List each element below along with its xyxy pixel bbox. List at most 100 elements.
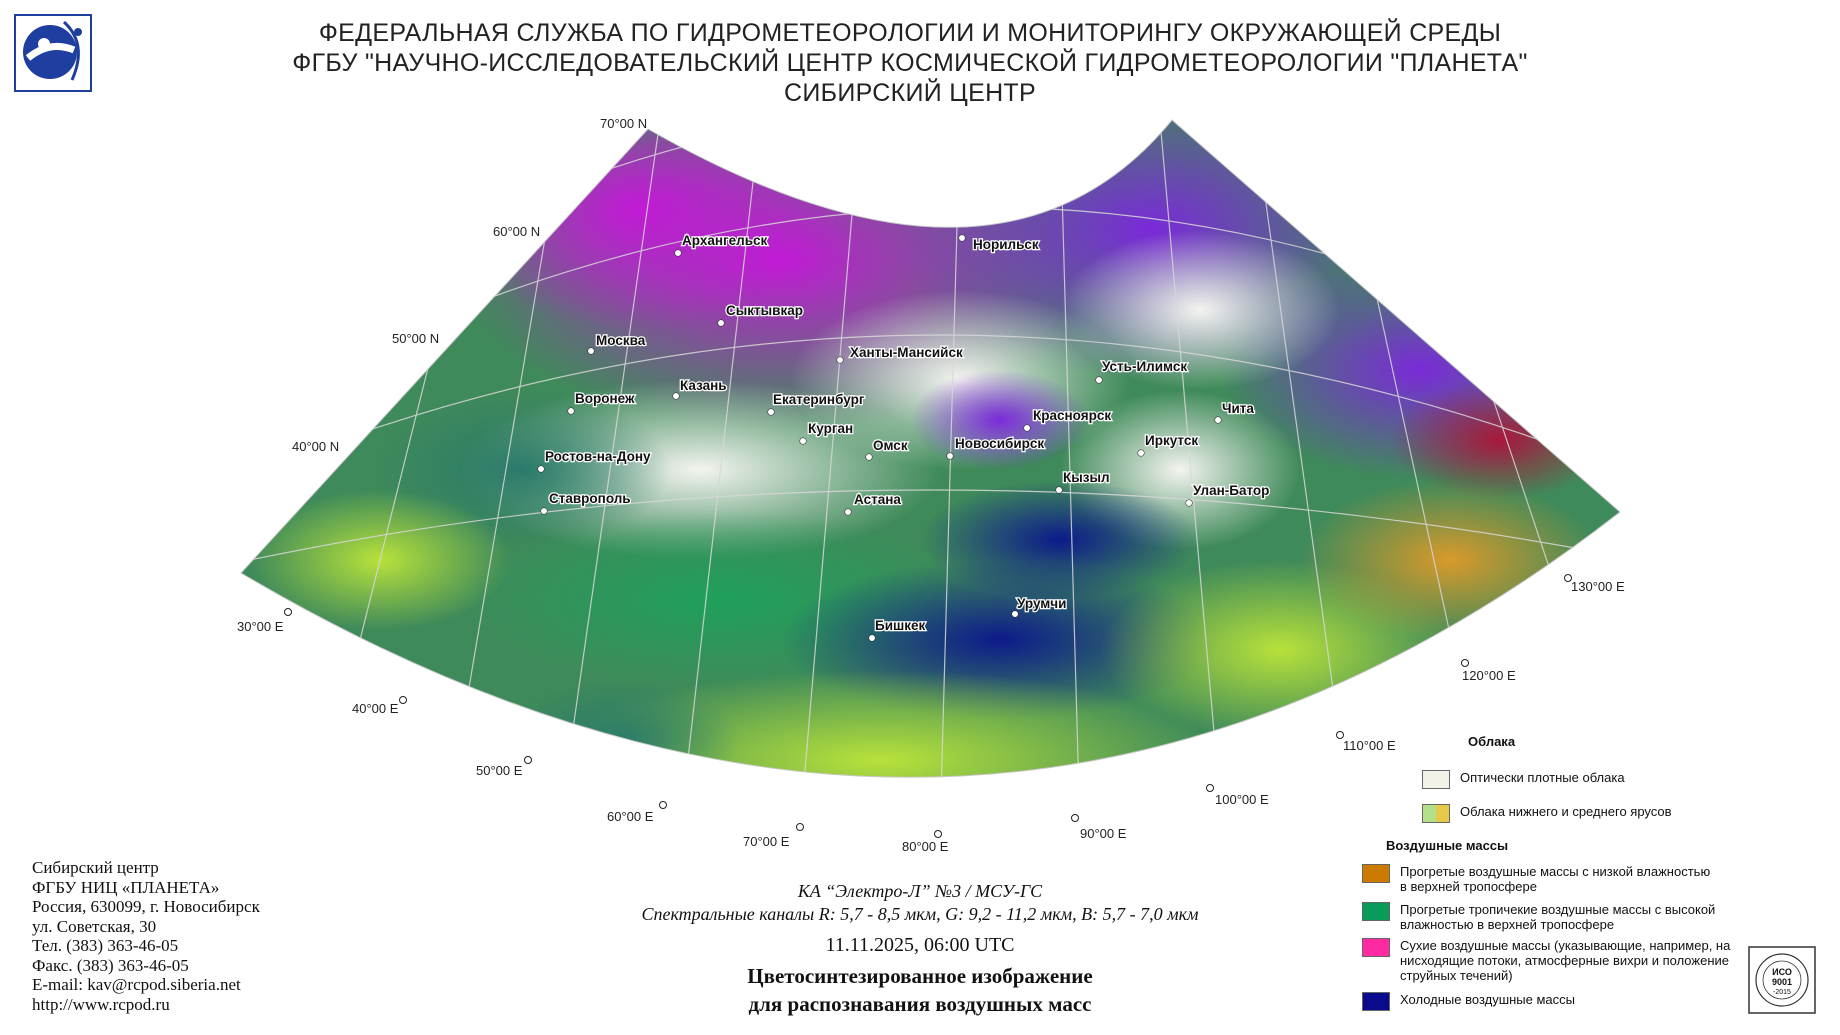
svg-text:Кызыл: Кызыл [1063, 470, 1110, 485]
address-line: Сибирский центр [32, 858, 159, 877]
product-title-2: для распознавания воздушных масс [748, 992, 1092, 1016]
lon-label-100: 100°00 E [1215, 792, 1269, 807]
city-stavropol: Ставрополь [540, 490, 632, 515]
svg-text:Воронеж: Воронеж [575, 391, 635, 406]
legend-swatch [1422, 770, 1450, 789]
legend-item-tropical-moist: Прогретые тропичекие воздушные массы с в… [1362, 902, 1720, 932]
city-kurgan: Курган [799, 420, 854, 445]
svg-text:Казань: Казань [680, 378, 727, 393]
city-krasnoyarsk: Красноярск [1023, 407, 1113, 432]
city-omsk: Омск [865, 437, 909, 461]
lon-label-70: 70°00 E [743, 834, 790, 849]
city-novosibirsk: Новосибирск [946, 435, 1046, 460]
svg-text:Бишкек: Бишкек [875, 618, 926, 633]
address-line: Россия, 630099, г. Новосибирск [32, 897, 260, 916]
latitude-labels: 70°00 N 60°00 N 50°00 N 40°00 N [292, 116, 647, 454]
iso-certification-badge: ИСО 9001 -2015 [1748, 946, 1816, 1014]
website-link[interactable]: http://www.rcpod.ru [32, 994, 170, 1014]
header-line-3: СИБИРСКИЙ ЦЕНТР [784, 79, 1036, 107]
lat-label-60: 60°00 N [493, 224, 540, 239]
lon-label-120: 120°00 E [1462, 668, 1516, 683]
legend-swatch [1362, 938, 1390, 957]
svg-text:Ставрополь: Ставрополь [549, 491, 631, 506]
legend-item-dry: Сухие воздушные массы (указывающие, напр… [1362, 938, 1750, 983]
address-line: ФГБУ НИЦ «ПЛАНЕТА» [32, 877, 220, 897]
legend-item-low-mid-clouds: Облака нижнего и среднего ярусов [1422, 804, 1800, 823]
legend-item-cold: Холодные воздушные массы [1362, 992, 1740, 1011]
address-block: Сибирский центр ФГБУ НИЦ «ПЛАНЕТА» Росси… [32, 858, 260, 1014]
city-ust-ilimsk: Усть-Илимск [1095, 358, 1189, 384]
lon-label-80: 80°00 E [902, 839, 949, 854]
city-arkhangelsk: Архангельск [674, 232, 769, 257]
email-line: E-mail: kav@rcpod.siberia.net [32, 975, 241, 994]
planeta-logo [14, 14, 92, 92]
svg-text:Урумчи: Урумчи [1017, 596, 1066, 611]
legend-swatch [1362, 992, 1390, 1011]
legend-airmass-heading: Воздушные массы [1386, 838, 1509, 853]
header-line-1: ФЕДЕРАЛЬНАЯ СЛУЖБА ПО ГИДРОМЕТЕОРОЛОГИИ … [318, 19, 1502, 47]
svg-text:Норильск: Норильск [973, 237, 1039, 252]
image-datetime: 11.11.2025, 06:00 UTC [825, 934, 1015, 956]
svg-text:Ханты-Мансийск: Ханты-Мансийск [850, 345, 963, 360]
svg-text:Красноярск: Красноярск [1033, 408, 1111, 423]
svg-text:Улан-Батор: Улан-Батор [1193, 483, 1269, 498]
svg-text:ИСО: ИСО [1772, 967, 1792, 977]
svg-text:-2015: -2015 [1773, 989, 1791, 996]
city-norilsk: Норильск [958, 234, 1040, 253]
svg-text:Иркутск: Иркутск [1145, 433, 1198, 448]
city-kyzyl: Кызыл [1055, 469, 1111, 494]
lat-label-50: 50°00 N [392, 331, 439, 346]
legend-clouds-heading: Облака [1468, 734, 1516, 749]
svg-text:Усть-Илимск: Усть-Илимск [1102, 359, 1187, 374]
lon-label-90: 90°00 E [1080, 826, 1127, 841]
city-labels: Архангельск Норильск Сыктывкар Москва Ха… [537, 232, 1271, 642]
svg-text:Сыктывкар: Сыктывкар [726, 303, 803, 318]
airmass-imagery [241, 120, 1620, 778]
image-caption: КА “Электро-Л” №3 / МСУ-ГС Спектральные … [520, 880, 1320, 1016]
lon-label-60: 60°00 E [607, 809, 654, 824]
address-line: ул. Советская, 30 [32, 916, 157, 936]
satellite-name: КА “Электро-Л” №3 / МСУ-ГС [797, 881, 1043, 901]
svg-text:9001: 9001 [1772, 977, 1792, 987]
phone-line: Тел. (383) 363-46-05 [32, 936, 179, 955]
city-urumqi: Урумчи [1011, 595, 1068, 618]
city-kazan: Казань [672, 377, 728, 400]
city-irkutsk: Иркутск [1137, 432, 1200, 457]
lon-label-40: 40°00 E [352, 701, 399, 716]
city-bishkek: Бишкек [868, 617, 927, 642]
lat-label-70: 70°00 N [600, 116, 647, 131]
lat-label-40: 40°00 N [292, 439, 339, 454]
svg-text:Ростов-на-Дону: Ростов-на-Дону [545, 449, 651, 464]
legend-swatch [1422, 804, 1450, 823]
city-astana: Астана [844, 491, 903, 516]
spectral-channels: Спектральные каналы R: 5,7 - 8,5 мкм, G:… [641, 904, 1199, 924]
longitude-labels: 30°00 E 40°00 E 50°00 E 60°00 E 70°00 E … [237, 574, 1625, 854]
legend-swatch [1362, 902, 1390, 921]
svg-text:Курган: Курган [808, 421, 853, 436]
svg-text:Архангельск: Архангельск [682, 233, 768, 248]
agency-header: ФЕДЕРАЛЬНАЯ СЛУЖБА ПО ГИДРОМЕТЕОРОЛОГИИ … [180, 18, 1640, 108]
city-syktyvkar: Сыктывкар [717, 302, 804, 327]
legend-swatch [1362, 864, 1390, 883]
city-ulaanbaatar: Улан-Батор [1185, 482, 1271, 507]
city-moscow: Москва [587, 332, 647, 355]
fax-line: Факс. (383) 363-46-05 [32, 955, 189, 975]
lon-label-50: 50°00 E [476, 763, 523, 778]
legend-item-warm-dry: Прогретые воздушные массы с низкой влажн… [1362, 864, 1720, 894]
city-rostov-na-donu: Ростов-на-Дону [537, 448, 652, 473]
header-line-2: ФГБУ "НАУЧНО-ИССЛЕДОВАТЕЛЬСКИЙ ЦЕНТР КОС… [292, 49, 1528, 77]
city-yekaterinburg: Екатеринбург [767, 391, 866, 416]
legend-item-dense-clouds: Оптически плотные облака [1422, 770, 1800, 789]
svg-text:Новосибирск: Новосибирск [955, 436, 1044, 451]
lon-label-30: 30°00 E [237, 619, 284, 634]
city-voronezh: Воронеж [567, 390, 636, 415]
city-khanty-mansiysk: Ханты-Мансийск [836, 344, 964, 364]
lon-label-110: 110°00 E [1343, 738, 1396, 753]
product-title-1: Цветосинтезированное изображение [747, 964, 1093, 988]
svg-text:Астана: Астана [854, 492, 901, 507]
svg-text:Екатеринбург: Екатеринбург [773, 392, 865, 407]
svg-text:Омск: Омск [873, 438, 908, 453]
svg-text:Чита: Чита [1222, 401, 1254, 416]
lon-label-130: 130°00 E [1571, 579, 1625, 594]
